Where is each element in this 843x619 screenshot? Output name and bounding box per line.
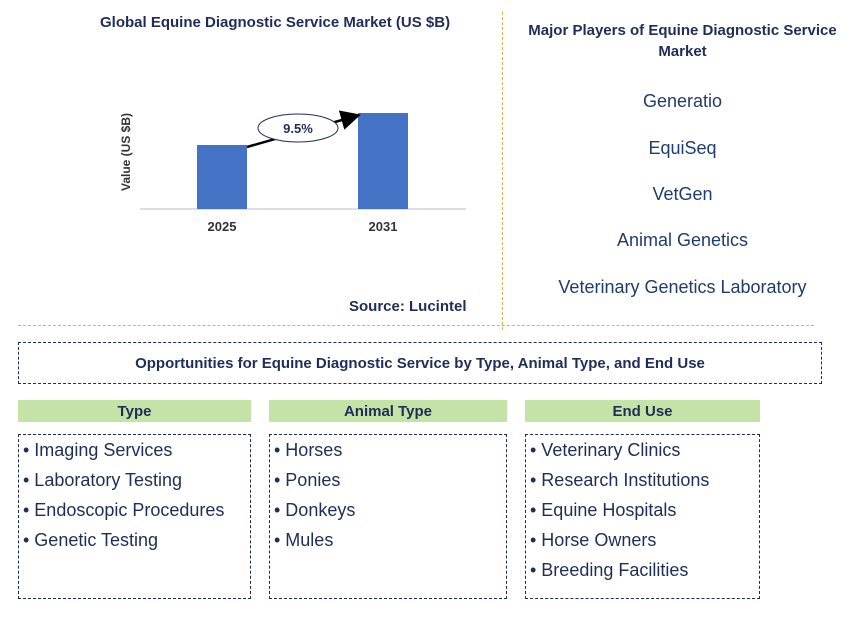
list-item: • Veterinary Clinics xyxy=(530,440,681,460)
y-axis-label: Value (US $B) xyxy=(119,113,133,191)
list-item: • Horse Owners xyxy=(530,530,657,550)
horizontal-divider xyxy=(18,325,814,326)
column-box: • Imaging Services • Laboratory Testing • … xyxy=(18,434,251,599)
list-item: • Equine Hospitals xyxy=(530,500,677,520)
list-item: • Laboratory Testing xyxy=(23,470,183,490)
player-item: Animal Genetics xyxy=(616,230,749,250)
source-label: Source: Lucintel xyxy=(349,298,467,315)
list-item: • Breeding Facilities xyxy=(530,560,689,580)
column-box: • Horses • Ponies • Donkeys • Mules xyxy=(269,434,507,599)
list-item: • Mules xyxy=(274,530,334,550)
list-item: • Genetic Testing xyxy=(23,530,159,550)
x-tick-label: 2025 xyxy=(208,219,237,234)
list-item: • Endoscopic Procedures xyxy=(23,500,225,520)
bar-2031 xyxy=(358,113,408,209)
x-tick-label: 2031 xyxy=(369,219,398,234)
player-item: EquiSeq xyxy=(648,138,717,158)
list-item: • Research Institutions xyxy=(530,470,710,490)
vertical-divider xyxy=(502,12,503,330)
list-item: • Horses xyxy=(274,440,343,460)
list-item: • Imaging Services xyxy=(23,440,173,460)
player-item: Generatio xyxy=(642,91,723,111)
column-header: Animal Type xyxy=(269,400,507,422)
column-header: Type xyxy=(18,400,251,422)
players-title: Major Players of Equine Diagnostic Servi… xyxy=(528,22,837,60)
column-header: End Use xyxy=(525,400,760,422)
player-item: VetGen xyxy=(652,184,713,204)
list-item: • Ponies xyxy=(274,470,341,490)
cagr-label: 9.5% xyxy=(283,121,313,136)
list-item: • Donkeys xyxy=(274,500,356,520)
column-box: • Veterinary Clinics • Research Instituti… xyxy=(525,434,760,599)
chart-title: Global Equine Diagnostic Service Market … xyxy=(100,14,451,31)
opportunities-title: Opportunities for Equine Diagnostic Serv… xyxy=(18,342,822,384)
cagr-ellipse xyxy=(257,113,339,143)
bar-chart: Value (US $B) 2025 2031 9.5% xyxy=(119,110,466,234)
bar-2025 xyxy=(197,145,247,209)
player-item: Veterinary Genetics Laboratory xyxy=(558,277,807,297)
